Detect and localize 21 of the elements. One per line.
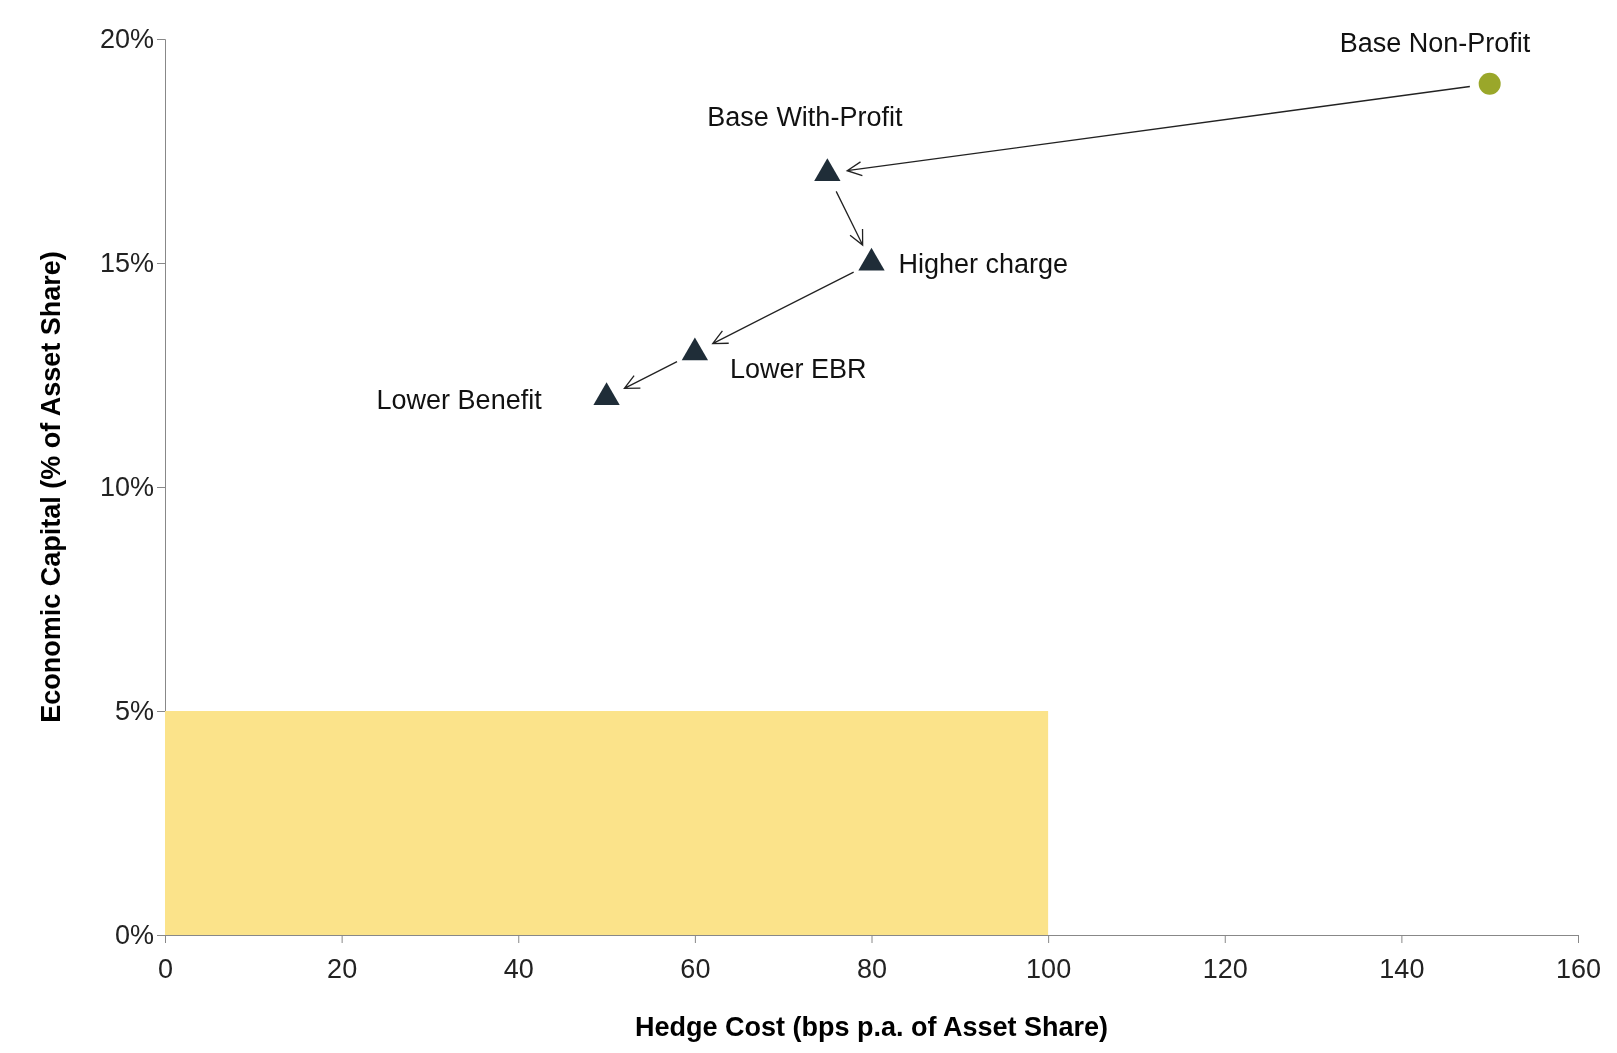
- y-tick-label: 15%: [99, 248, 154, 279]
- annotation: Higher charge: [898, 249, 1069, 279]
- x-tick-label: 20: [327, 954, 358, 985]
- x-tick-label: 80: [856, 954, 888, 985]
- y-tick-label: 10%: [99, 472, 154, 503]
- x-tick-label: 60: [680, 954, 711, 985]
- annotation: Lower Benefit: [376, 385, 543, 416]
- x-tick-label: 120: [1202, 954, 1248, 985]
- annotation: Lower EBR: [729, 353, 867, 384]
- annotation: Base With-Profit: [707, 102, 903, 133]
- x-tick-label: 140: [1379, 954, 1425, 985]
- x-tick-label: 160: [1555, 954, 1602, 985]
- y-tick-label: 20%: [99, 24, 154, 55]
- y-axis-title: Economic Capital (% of Asset Share): [36, 251, 66, 723]
- x-tick-label: 0: [157, 954, 174, 985]
- annotation: Base Non-Profit: [1339, 27, 1531, 58]
- x-tick-label: 100: [1026, 954, 1072, 985]
- y-tick-label: 0%: [114, 920, 154, 951]
- x-tick-label: 40: [503, 954, 534, 985]
- x-axis-title: Hedge Cost (bps p.a. of Asset Share): [634, 1012, 1109, 1042]
- y-tick-label: 5%: [114, 696, 154, 727]
